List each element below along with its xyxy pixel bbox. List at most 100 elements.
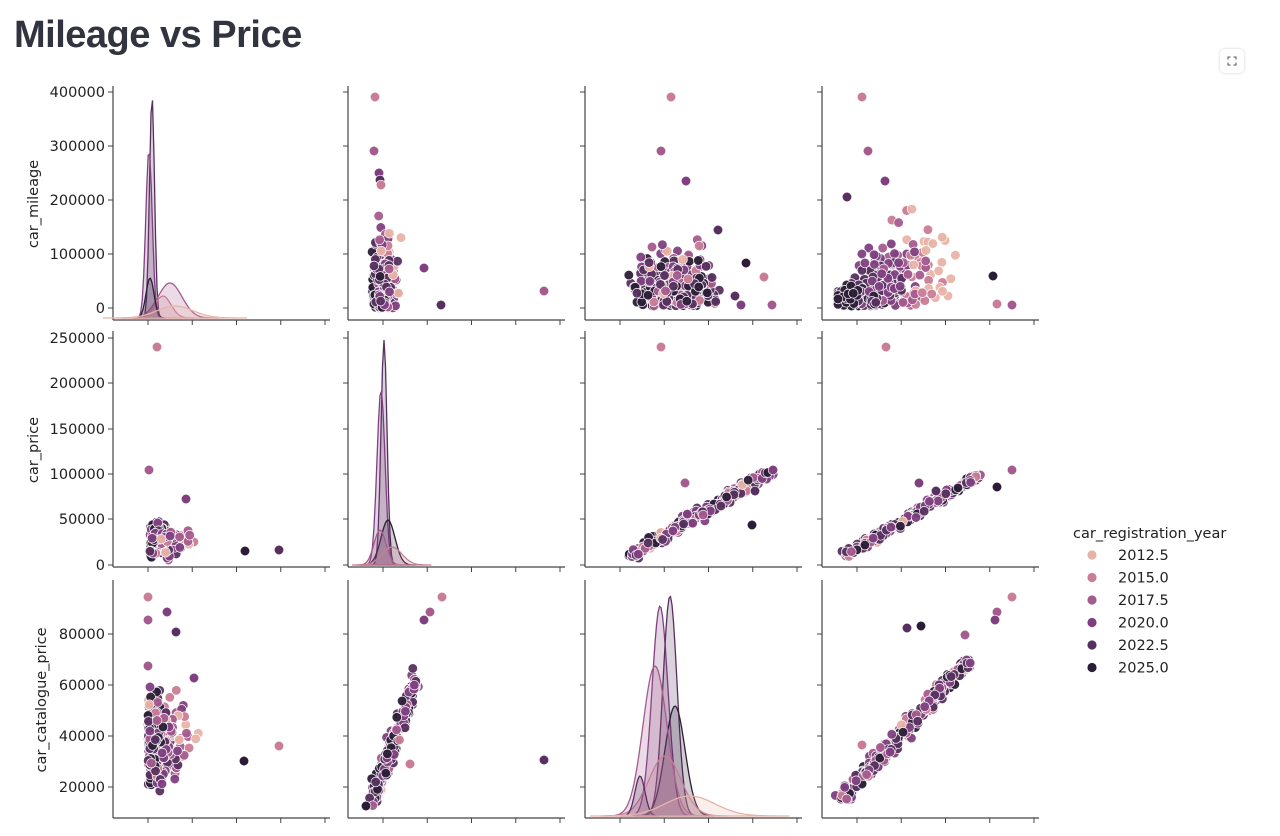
scatter-point [623, 269, 634, 281]
scatter-point [660, 285, 671, 297]
scatter-point [665, 91, 677, 103]
scatter-point [868, 249, 880, 260]
scatter-point [183, 742, 195, 754]
scatter-point [740, 257, 752, 269]
scatter-point [384, 286, 395, 297]
scatter-point [920, 245, 932, 256]
scatter-point [841, 191, 853, 203]
scatter-point [919, 701, 930, 712]
scatter-point [538, 285, 550, 297]
scatter-point [681, 296, 692, 307]
scatter-point [859, 257, 871, 269]
scatter-point [694, 240, 705, 252]
legend-label: 2015.0 [1118, 571, 1169, 587]
scatter-point [396, 695, 408, 707]
scatter-point [682, 508, 693, 520]
scatter-point [893, 217, 904, 228]
legend-title: car_registration_year [1073, 526, 1226, 542]
y-tick-label: 50000 [59, 512, 105, 528]
scatter-point [424, 606, 436, 618]
scatter-point [142, 614, 154, 626]
scatter-point [924, 496, 935, 507]
scatter-point [940, 488, 951, 499]
scatter-point [936, 257, 948, 268]
scatter-point [409, 679, 420, 691]
scatter-point [384, 263, 395, 275]
legend-marker [1087, 595, 1097, 605]
scatter-point [659, 270, 670, 281]
scatter-point [846, 546, 857, 557]
scatter-point [884, 746, 896, 758]
legend-marker [1087, 662, 1097, 673]
kde-curve [607, 665, 703, 817]
y-tick-label: 100000 [50, 467, 105, 483]
scatter-point [393, 287, 404, 299]
subplot-r1-c2 [580, 331, 802, 572]
scatter-point [169, 773, 180, 785]
scatter-point [373, 210, 384, 222]
scatter-point [767, 464, 779, 476]
scatter-point [151, 715, 163, 726]
scatter-point [374, 271, 386, 282]
scatter-point [867, 275, 878, 287]
scatter-point [418, 614, 430, 626]
legend-marker [1087, 572, 1097, 583]
scatter-point [912, 716, 923, 727]
scatter-point [848, 288, 859, 299]
scatter-point [143, 716, 154, 727]
scatter-point [874, 752, 885, 764]
scatter-point [151, 341, 163, 353]
y-axis-label: car_mileage [26, 160, 42, 248]
page-title: Mileage vs Price [14, 14, 302, 56]
y-tick-label: 20000 [59, 780, 105, 796]
scatter-point [901, 622, 913, 634]
scatter-point [642, 537, 654, 549]
y-axis-label: car_catalogue_price [34, 627, 50, 772]
scatter-point [152, 697, 163, 708]
scatter-point [376, 245, 387, 257]
scatter-point [906, 204, 918, 215]
kde-curve [601, 755, 729, 817]
scatter-point [959, 629, 971, 641]
scatter-point [856, 248, 868, 260]
scatter-point [930, 485, 942, 497]
scatter-point [877, 242, 888, 254]
scatter-point [893, 257, 904, 268]
scatter-point [369, 91, 381, 103]
subplot-r2-c0 [108, 580, 330, 823]
scatter-point [680, 175, 692, 187]
scatter-point [693, 281, 704, 293]
kde-curve [590, 795, 790, 817]
scatter-point [657, 534, 668, 545]
scatter-point [156, 778, 168, 790]
y-tick-label: 300000 [50, 139, 105, 155]
scatter-point [897, 297, 909, 308]
scatter-point [895, 281, 906, 292]
scatter-point [917, 287, 928, 298]
scatter-point [273, 740, 285, 752]
y-tick-label: 80000 [59, 627, 105, 643]
scatter-point [538, 754, 550, 766]
scatter-point [679, 477, 691, 489]
scatter-point [937, 286, 948, 297]
scatter-point [1006, 464, 1018, 476]
scatter-point [895, 521, 906, 532]
legend-label: 2012.5 [1118, 548, 1169, 564]
scatter-point [743, 474, 754, 486]
scatter-point [370, 776, 381, 788]
scatter-point [174, 531, 185, 543]
scatter-point [174, 542, 185, 553]
scatter-point [368, 145, 380, 157]
scatter-point [850, 775, 862, 786]
scatter-point [404, 758, 416, 770]
scatter-point [142, 660, 154, 672]
y-tick-label: 100000 [50, 247, 105, 263]
scatter-point [910, 512, 922, 523]
scatter-point [885, 521, 897, 533]
scatter-point [157, 721, 169, 733]
legend-marker [1087, 617, 1097, 628]
subplot-r1-c0 [108, 331, 330, 572]
fullscreen-button[interactable] [1220, 49, 1244, 73]
y-tick-label: 200000 [50, 376, 105, 392]
